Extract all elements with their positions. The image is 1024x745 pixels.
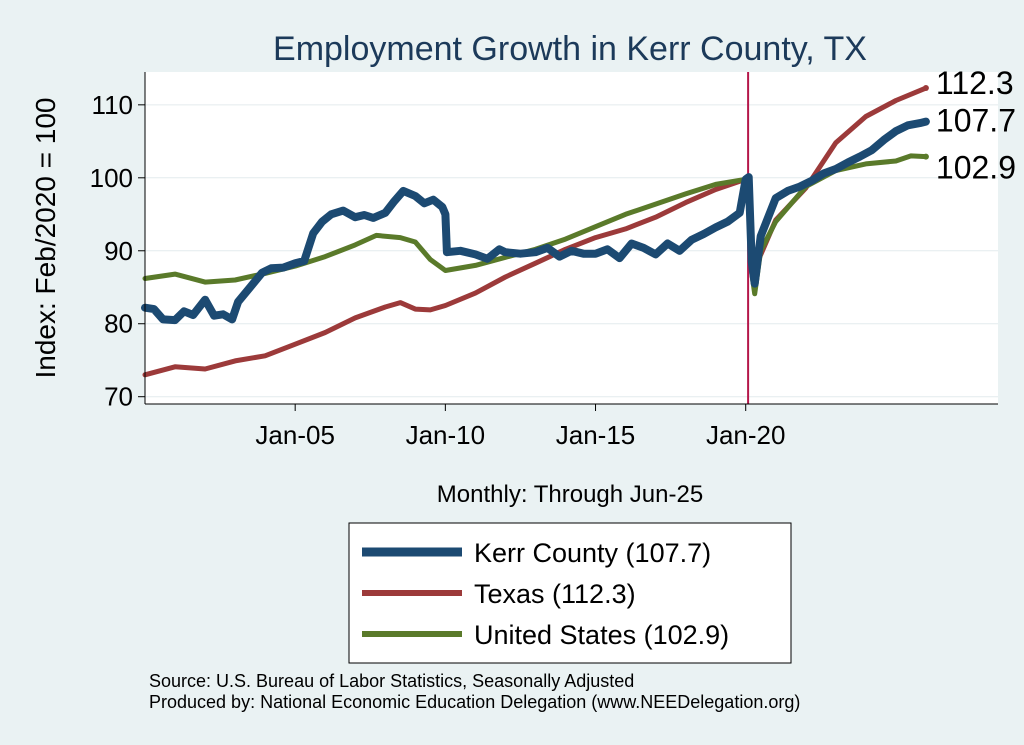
x-ticks: Jan-05 Jan-10 Jan-15 Jan-20 — [255, 404, 785, 450]
source-notes: Source: U.S. Bureau of Labor Statistics,… — [149, 671, 800, 713]
legend-items: Kerr County (107.7) Texas (112.3) United S… — [362, 538, 729, 650]
source-text: Source: U.S. Bureau of Labor Statistics,… — [149, 671, 635, 691]
end-label-1: 112.3 — [936, 65, 1014, 101]
legend-label-1: Texas (112.3) — [474, 579, 636, 609]
x-tick-label-1: Jan-10 — [406, 420, 486, 450]
x-axis-label: Monthly: Through Jun-25 — [437, 481, 703, 508]
end-marker-0 — [922, 118, 929, 125]
end-label-0: 107.7 — [936, 103, 1016, 139]
x-tick-label-0: Jan-05 — [255, 420, 335, 450]
y-ticks: 70 80 90 100 110 — [90, 90, 145, 412]
y-tick-label-80: 80 — [104, 309, 133, 339]
series-group — [141, 85, 930, 378]
legend-label-2: United States (102.9) — [474, 620, 729, 650]
end-label-2: 102.9 — [936, 150, 1016, 186]
x-tick-label-3: Jan-20 — [706, 420, 786, 450]
produced-by-text: Produced by: National Economic Education… — [149, 692, 801, 712]
end-marker-2 — [922, 153, 929, 160]
y-tick-label-70: 70 — [104, 382, 133, 412]
axes — [144, 72, 998, 405]
legend-label-0: Kerr County (107.7) — [474, 538, 711, 568]
legend: Kerr County (107.7) Texas (112.3) United S… — [348, 522, 792, 664]
end-marker-1 — [922, 85, 929, 92]
y-axis-label: Index: Feb/2020 = 100 — [30, 98, 61, 379]
y-tick-label-110: 110 — [92, 90, 133, 120]
series-line-united-states — [142, 153, 929, 297]
x-tick-label-2: Jan-15 — [556, 420, 636, 450]
series-line-kerr-county — [141, 117, 930, 325]
y-tick-label-100: 100 — [90, 163, 133, 193]
chart-title: Employment Growth in Kerr County, TX — [273, 30, 867, 68]
y-tick-label-90: 90 — [104, 236, 133, 266]
